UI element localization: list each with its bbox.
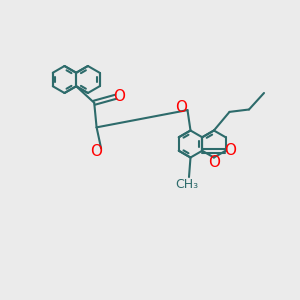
- Text: O: O: [224, 143, 236, 158]
- Text: O: O: [208, 154, 220, 169]
- Text: O: O: [175, 100, 187, 116]
- Text: O: O: [90, 144, 102, 159]
- Text: O: O: [113, 89, 125, 104]
- Text: CH₃: CH₃: [175, 178, 198, 191]
